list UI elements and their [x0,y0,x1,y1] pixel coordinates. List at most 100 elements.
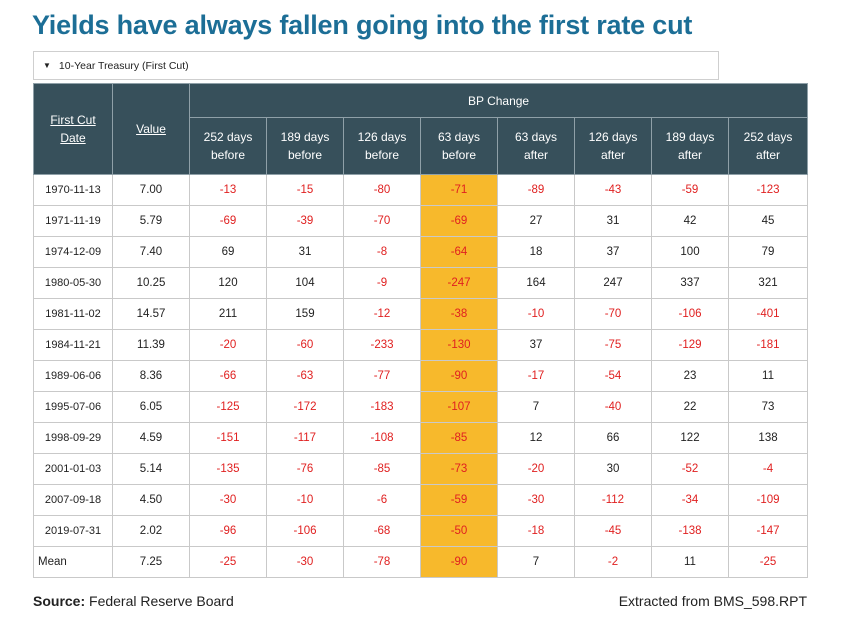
table-row: 1995-07-06 6.05 -125 -172 -183 -107 7 -40 22 73 [33,391,809,423]
bp-col-header: 189 days before [266,117,344,175]
bp-change-cell: 42 [651,205,729,237]
data-table: First Cut Date Value BP Change 252 days b… [33,83,809,578]
bp-change-cell: -20 [189,329,267,361]
bp-change-cell: -60 [266,329,344,361]
bp-change-cell: 23 [651,360,729,392]
bp-change-cell: 22 [651,391,729,423]
value-cell: 4.50 [112,484,190,516]
value-header[interactable]: Value [112,83,190,175]
bp-change-cell: -247 [420,267,498,299]
bp-change-cell: -401 [727,298,809,330]
bp-change-cell: -39 [266,205,344,237]
bp-change-cell: 69 [189,236,267,268]
bp-change-cell: 159 [266,298,344,330]
value-cell: 14.57 [112,298,190,330]
bp-change-cell: 27 [497,205,575,237]
bp-change-cell: -129 [651,329,729,361]
value-cell: 5.79 [112,205,190,237]
bp-change-cell: -108 [343,422,421,454]
bp-change-cell: -90 [420,360,498,392]
bp-change-cell: -106 [266,515,344,547]
bp-change-cell: -52 [651,453,729,485]
mean-label: Mean [33,546,113,578]
bp-change-cell: -66 [189,360,267,392]
bp-change-cell: -30 [266,546,344,578]
bp-change-cell: -18 [497,515,575,547]
bp-change-cell: 12 [497,422,575,454]
date-cell: 1970-11-13 [33,174,113,206]
bp-change-cell: -69 [420,205,498,237]
bp-change-cell: 30 [574,453,652,485]
bp-change-cell: -77 [343,360,421,392]
source-label: Source: [33,593,86,609]
bp-change-cell: 321 [727,267,809,299]
bp-change-cell: -64 [420,236,498,268]
table-row: 1998-09-29 4.59 -151 -117 -108 -85 12 66 122 138 [33,422,809,454]
bp-change-cell: 73 [727,391,809,423]
value-cell: 10.25 [112,267,190,299]
date-cell: 1984-11-21 [33,329,113,361]
bp-change-cell: -80 [343,174,421,206]
bp-change-cell: -112 [574,484,652,516]
first-cut-date-header[interactable]: First Cut Date [33,83,113,175]
bp-change-cell: -75 [574,329,652,361]
bp-change-cell: -40 [574,391,652,423]
bp-change-cell: 7 [497,391,575,423]
extracted-note: Extracted from BMS_598.RPT [618,593,807,609]
bp-change-cell: 79 [727,236,809,268]
bp-change-cell: -70 [574,298,652,330]
value-cell: 11.39 [112,329,190,361]
bp-change-cell: -2 [574,546,652,578]
date-cell: 1974-12-09 [33,236,113,268]
bp-change-cell: -70 [343,205,421,237]
table-row: 1970-11-13 7.00 -13 -15 -80 -71 -89 -43 -59 -123 [33,174,809,206]
date-cell: 2001-01-03 [33,453,113,485]
table-row: 1971-11-19 5.79 -69 -39 -70 -69 27 31 42 45 [33,205,809,237]
bp-col-header: 252 days after [727,117,809,175]
bp-col-header: 63 days before [420,117,498,175]
bp-change-cell: 37 [574,236,652,268]
bp-change-cell: 66 [574,422,652,454]
bp-change-cell: -43 [574,174,652,206]
bp-change-cell: -71 [420,174,498,206]
bp-change-cell: -25 [727,546,809,578]
table-row: 1980-05-30 10.25 120 104 -9 -247 164 247 337 321 [33,267,809,299]
bp-change-cell: -172 [266,391,344,423]
table-row: 2007-09-18 4.50 -30 -10 -6 -59 -30 -112 -34 -109 [33,484,809,516]
bp-change-cell: -68 [343,515,421,547]
value-cell: 7.25 [112,546,190,578]
date-cell: 2019-07-31 [33,515,113,547]
bp-change-cell: -17 [497,360,575,392]
table-row: 2019-07-31 2.02 -96 -106 -68 -50 -18 -45 -138 -14… [33,515,809,547]
bp-change-cell: -85 [420,422,498,454]
bp-change-cell: -8 [343,236,421,268]
bp-change-cell: -38 [420,298,498,330]
bp-change-cell: 11 [651,546,729,578]
bp-change-cell: 31 [266,236,344,268]
bp-change-cell: 164 [497,267,575,299]
bp-change-cell: -183 [343,391,421,423]
bp-change-cell: -45 [574,515,652,547]
bp-change-cell: -85 [343,453,421,485]
bp-change-cell: -78 [343,546,421,578]
bp-change-cell: -117 [266,422,344,454]
chevron-down-icon[interactable]: ▼ [43,61,51,70]
bp-change-cell: -10 [266,484,344,516]
mean-row: Mean 7.25 -25 -30 -78 -90 7 -2 11 -25 [33,546,809,578]
bp-change-cell: 7 [497,546,575,578]
bp-change-cell: -10 [497,298,575,330]
page-title: Yields have always fallen going into the… [32,10,693,40]
bp-change-cell: -233 [343,329,421,361]
date-cell: 1980-05-30 [33,267,113,299]
value-cell: 7.40 [112,236,190,268]
table-row: 1974-12-09 7.40 69 31 -8 -64 18 37 100 79 [33,236,809,268]
table-row: 1981-11-02 14.57 211 159 -12 -38 -10 -70 -106 -40… [33,298,809,330]
bp-col-header: 189 days after [651,117,729,175]
bp-change-cell: 247 [574,267,652,299]
bp-change-cell: -20 [497,453,575,485]
bp-change-cell: -30 [189,484,267,516]
bp-col-header: 252 days before [189,117,267,175]
bp-change-cell: -106 [651,298,729,330]
value-cell: 7.00 [112,174,190,206]
series-dropdown[interactable]: ▼ 10-Year Treasury (First Cut) [33,51,719,80]
